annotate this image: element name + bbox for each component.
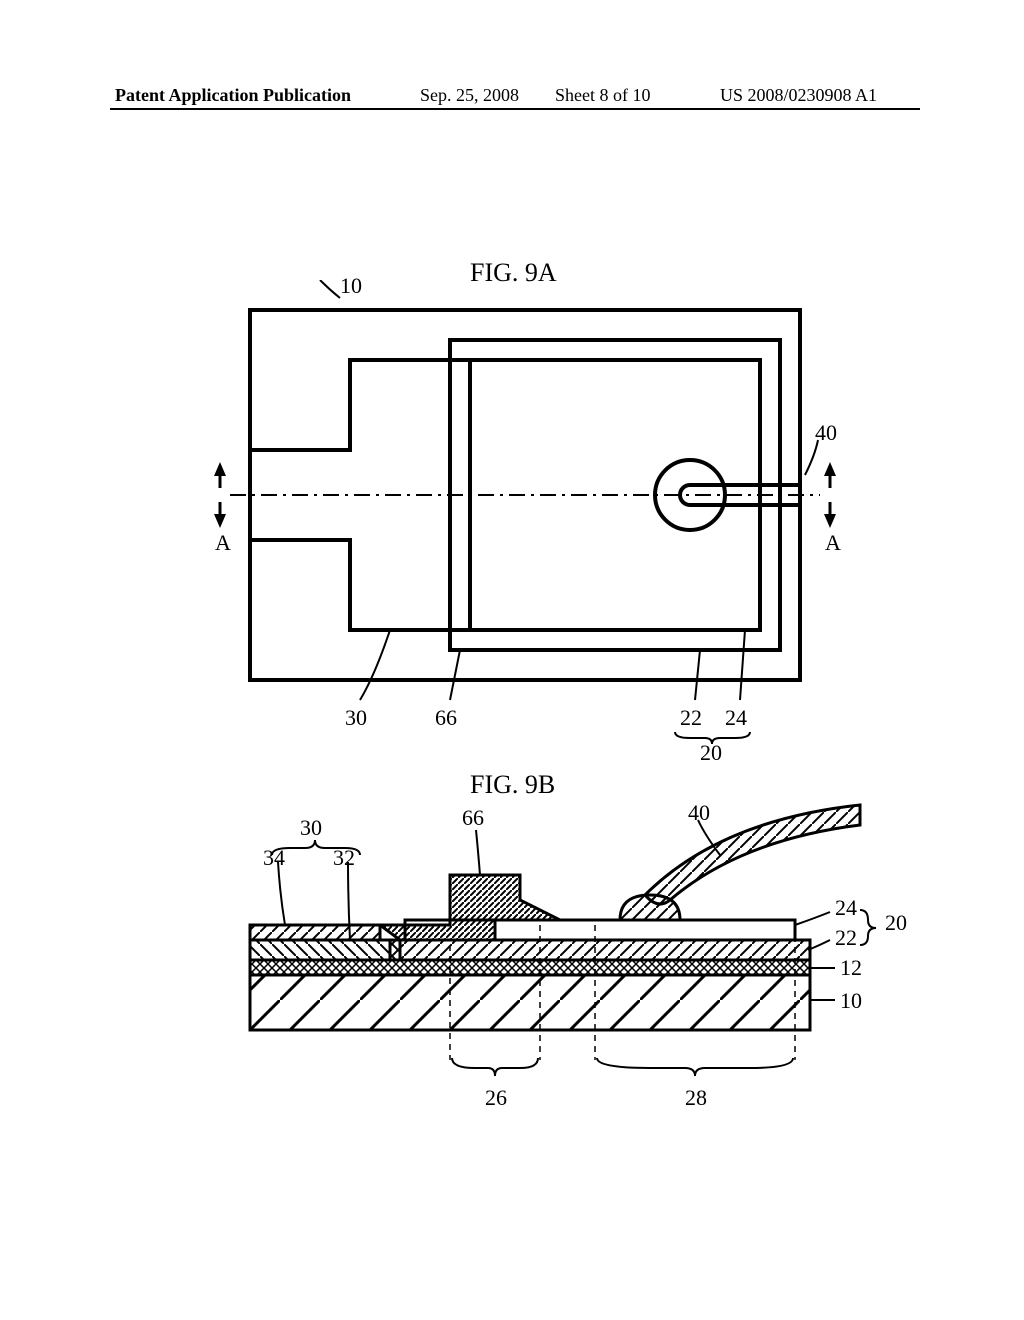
ref-22-b: 22	[835, 925, 857, 951]
brace-20-a	[670, 730, 760, 748]
fig-9a-drawing	[200, 280, 850, 730]
ref-10-b: 10	[840, 988, 862, 1014]
fig-9b-drawing	[200, 800, 880, 1120]
ref-A-left: A	[215, 530, 231, 556]
ref-12-b: 12	[840, 955, 862, 981]
ref-22-a: 22	[680, 705, 702, 731]
ref-26-b: 26	[485, 1085, 507, 1111]
ref-66-a: 66	[435, 705, 457, 731]
ref-32-b: 32	[333, 845, 355, 871]
fig-9b-label: FIG. 9B	[470, 770, 555, 800]
ref-20-b: 20	[885, 910, 907, 936]
ref-24-b: 24	[835, 895, 857, 921]
ref-28-b: 28	[685, 1085, 707, 1111]
ref-66-b: 66	[462, 805, 484, 831]
page: Patent Application Publication Sep. 25, …	[0, 0, 1024, 1320]
ref-10-a: 10	[340, 273, 362, 299]
ref-24-a: 24	[725, 705, 747, 731]
header-sheet: Sheet 8 of 10	[555, 85, 650, 106]
header-left: Patent Application Publication	[115, 85, 351, 106]
ref-40-a: 40	[815, 420, 837, 446]
ref-34-b: 34	[263, 845, 285, 871]
ref-A-right: A	[825, 530, 841, 556]
header-date: Sep. 25, 2008	[420, 85, 519, 106]
ref-40-b: 40	[688, 800, 710, 826]
ref-30-b: 30	[300, 815, 322, 841]
header-rule	[110, 108, 920, 110]
header-right: US 2008/0230908 A1	[720, 85, 877, 106]
ref-30-a: 30	[345, 705, 367, 731]
